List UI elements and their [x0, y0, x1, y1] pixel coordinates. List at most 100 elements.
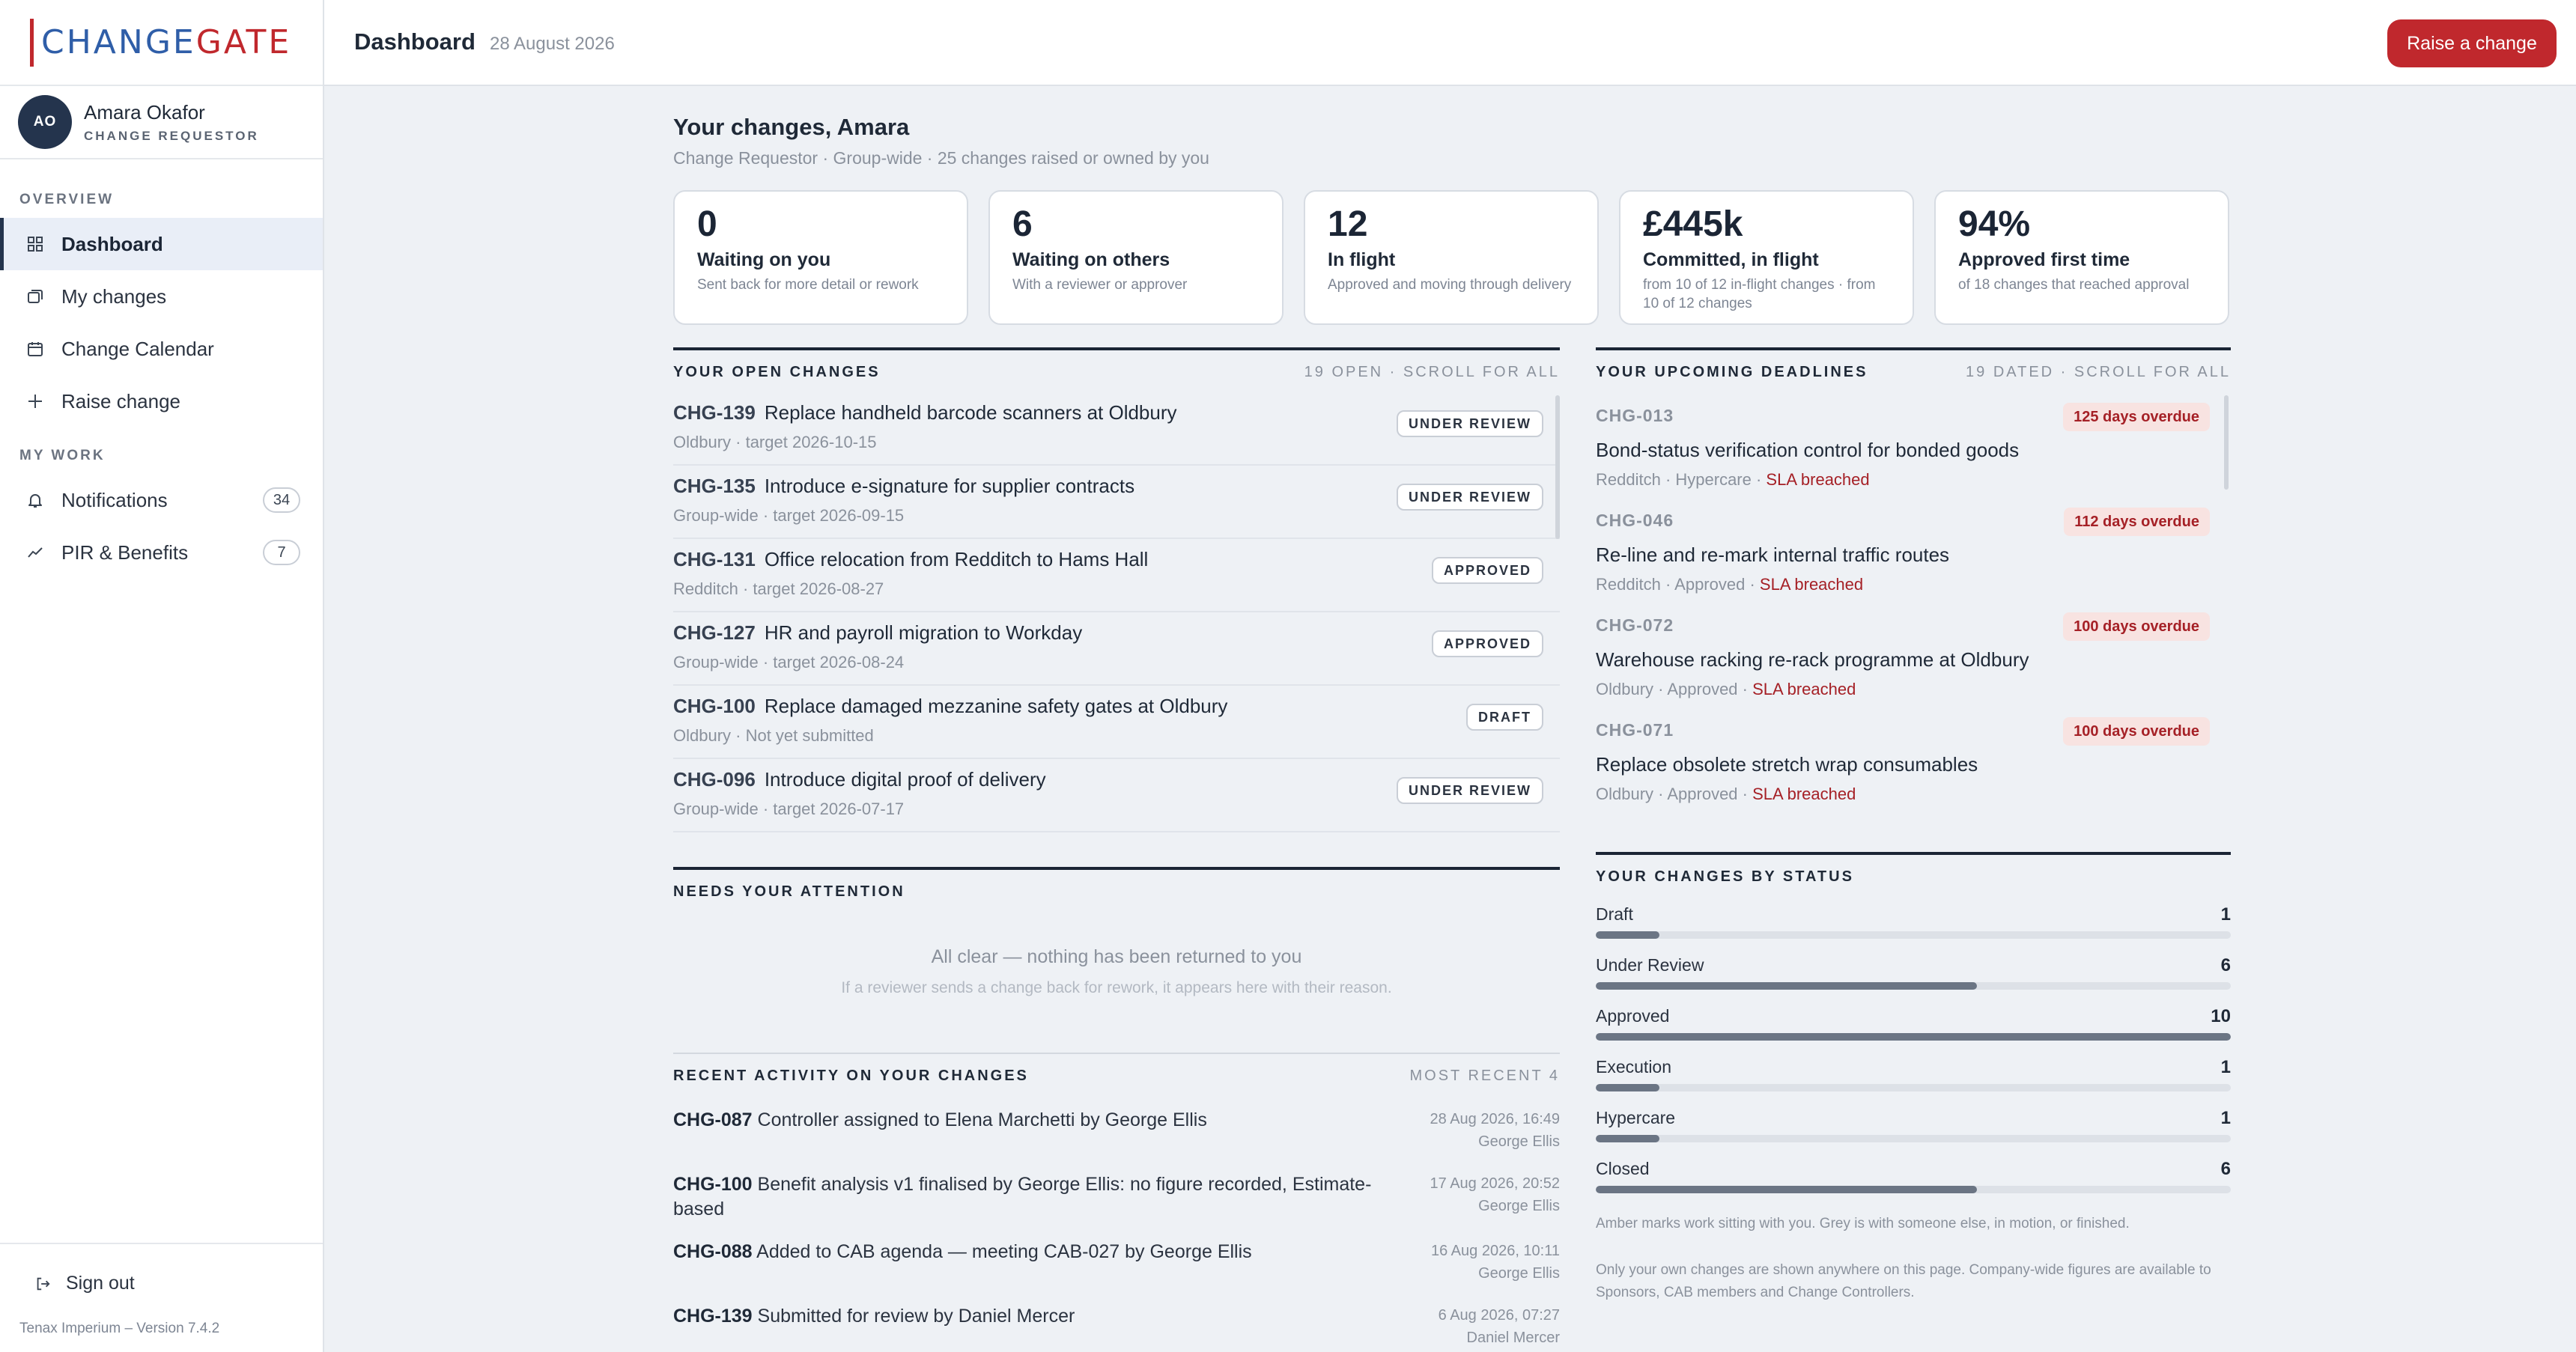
open-change-row[interactable]: CHG-135 Introduce e-signature for supplie… — [673, 466, 1560, 539]
open-change-row[interactable]: CHG-127 HR and payroll migration to Workd… — [673, 612, 1560, 686]
deadlines-divider — [1596, 347, 2231, 350]
change-meta: Group-wide · target 2026-09-15 — [673, 506, 905, 525]
deadline-meta-text: Redditch · Approved · — [1596, 575, 1760, 594]
kpi-label: Committed, in flight — [1643, 249, 1819, 270]
kpi-card-committed[interactable]: £445k Committed, in flight from 10 of 12… — [1619, 190, 1914, 325]
change-name: HR and payroll migration to Workday — [764, 621, 1083, 644]
activity-actor: George Ellis — [1478, 1265, 1560, 1282]
status-bar-track — [1596, 1084, 2231, 1091]
kpi-card-waiting-on-you[interactable]: 0 Waiting on you Sent back for more deta… — [673, 190, 968, 325]
change-title: CHG-127 HR and payroll migration to Workd… — [673, 621, 1082, 645]
nav-section-overview: OVERVIEW — [19, 192, 115, 207]
brand-logo[interactable]: CHANGEGATE — [0, 0, 323, 86]
pir-count-badge: 7 — [263, 540, 300, 565]
signout-button[interactable]: Sign out — [33, 1273, 135, 1294]
deadlines-scrollbar[interactable] — [2224, 395, 2229, 490]
sidebar-item-change-calendar[interactable]: Change Calendar — [0, 323, 323, 375]
open-changes-note: 19 OPEN · SCROLL FOR ALL — [1304, 364, 1560, 380]
deadline-item[interactable]: CHG-071 100 days overdue Replace obsolet… — [1596, 711, 2232, 816]
brand-part-1: CHANGE — [41, 23, 196, 61]
status-badge: UNDER REVIEW — [1396, 410, 1543, 437]
deadline-item[interactable]: CHG-072 100 days overdue Warehouse racki… — [1596, 606, 2232, 711]
status-row[interactable]: Draft 1 — [1596, 904, 2231, 955]
deadline-id: CHG-071 — [1596, 720, 1674, 740]
activity-change-id: CHG-088 — [673, 1241, 753, 1262]
change-id: CHG-096 — [673, 768, 756, 791]
status-badge: UNDER REVIEW — [1396, 484, 1543, 511]
change-title: CHG-100 Replace damaged mezzanine safety … — [673, 695, 1227, 718]
sidebar-item-label: My changes — [61, 284, 167, 308]
deadline-item[interactable]: CHG-013 125 days overdue Bond-status ver… — [1596, 397, 2232, 502]
status-count: 1 — [2220, 1057, 2231, 1077]
change-id: CHG-100 — [673, 695, 756, 717]
change-id: CHG-131 — [673, 548, 756, 570]
trend-icon — [25, 543, 45, 562]
attention-empty-subtitle: If a reviewer sends a change back for re… — [841, 979, 1392, 996]
status-bar-track — [1596, 931, 2231, 939]
kpi-value: 94% — [1958, 204, 2031, 244]
sidebar-item-pir-benefits[interactable]: PIR & Benefits 7 — [0, 526, 323, 579]
open-changes-divider — [673, 347, 1560, 350]
change-name: Introduce e-signature for supplier contr… — [764, 475, 1135, 497]
status-bar-fill — [1596, 1135, 1659, 1142]
deadline-meta: Redditch · Hypercare · SLA breached — [1596, 470, 1870, 490]
activity-timestamp: 28 Aug 2026, 16:49 George Ellis — [1430, 1108, 1561, 1153]
kpi-card-approved-first-time[interactable]: 94% Approved first time of 18 changes th… — [1934, 190, 2229, 325]
change-name: Replace damaged mezzanine safety gates a… — [764, 695, 1228, 717]
deadline-item[interactable]: CHG-046 112 days overdue Re-line and re-… — [1596, 502, 2232, 606]
status-label: Hypercare — [1596, 1108, 1676, 1127]
greeting-subtitle: Change Requestor · Group-wide · 25 chang… — [673, 148, 1209, 168]
sidebar-item-dashboard[interactable]: Dashboard — [0, 218, 323, 270]
raise-change-button[interactable]: Raise a change — [2387, 19, 2557, 67]
open-change-row[interactable]: CHG-131 Office relocation from Redditch t… — [673, 539, 1560, 612]
user-role: CHANGE REQUESTOR — [84, 128, 259, 143]
kpi-value: £445k — [1643, 204, 1743, 244]
sidebar-item-notifications[interactable]: Notifications 34 — [0, 474, 323, 526]
deadline-id: CHG-072 — [1596, 615, 1674, 635]
activity-actor: George Ellis — [1478, 1133, 1560, 1150]
kpi-description: Sent back for more detail or rework — [697, 276, 919, 293]
status-row[interactable]: Execution 1 — [1596, 1057, 2231, 1108]
status-bar-track — [1596, 1135, 2231, 1142]
kpi-label: In flight — [1328, 249, 1396, 270]
sla-breached-label: SLA breached — [1752, 785, 1856, 803]
grid-icon — [25, 234, 45, 254]
open-change-row[interactable]: CHG-100 Replace damaged mezzanine safety … — [673, 686, 1560, 759]
user-profile[interactable]: AO Amara Okafor CHANGE REQUESTOR — [0, 86, 323, 159]
kpi-description: from 10 of 12 in-flight changes · from 1… — [1643, 276, 1876, 312]
open-change-row[interactable]: CHG-139 Replace handheld barcode scanners… — [673, 392, 1560, 466]
status-row[interactable]: Closed 6 — [1596, 1159, 2231, 1210]
deadlines-note: 19 DATED · SCROLL FOR ALL — [1966, 364, 2231, 380]
change-meta: Group-wide · target 2026-08-24 — [673, 653, 905, 672]
signout-label: Sign out — [66, 1273, 135, 1294]
activity-date: 17 Aug 2026, 20:52 — [1430, 1175, 1561, 1192]
activity-change-id: CHG-139 — [673, 1306, 753, 1327]
activity-divider — [673, 1053, 1560, 1054]
sidebar: CHANGEGATE AO Amara Okafor CHANGE REQUES… — [0, 0, 324, 1352]
kpi-card-waiting-on-others[interactable]: 6 Waiting on others With a reviewer or a… — [988, 190, 1284, 325]
version-text: Tenax Imperium – Version 7.4.2 — [19, 1321, 220, 1336]
sidebar-item-my-changes[interactable]: My changes — [0, 270, 323, 323]
status-bar-fill — [1596, 1033, 2231, 1041]
overdue-badge: 100 days overdue — [2063, 717, 2210, 746]
kpi-card-in-flight[interactable]: 12 In flight Approved and moving through… — [1304, 190, 1599, 325]
kpi-label: Waiting on you — [697, 249, 831, 270]
change-id: CHG-135 — [673, 475, 756, 497]
status-bar-track — [1596, 1186, 2231, 1193]
status-row[interactable]: Under Review 6 — [1596, 955, 2231, 1006]
deadline-meta: Oldbury · Approved · SLA breached — [1596, 680, 1856, 699]
page-title: Dashboard — [354, 28, 476, 55]
status-count: 6 — [2220, 1159, 2231, 1179]
deadline-meta-text: Oldbury · Approved · — [1596, 680, 1753, 698]
overdue-badge: 125 days overdue — [2063, 403, 2210, 431]
sidebar-item-raise-change[interactable]: Raise change — [0, 375, 323, 427]
open-change-row[interactable]: CHG-096 Introduce digital proof of delive… — [673, 759, 1560, 832]
deadline-id: CHG-046 — [1596, 511, 1674, 530]
activity-date: 16 Aug 2026, 10:11 — [1430, 1243, 1560, 1259]
status-row[interactable]: Approved 10 — [1596, 1006, 2231, 1057]
open-changes-scrollbar[interactable] — [1555, 395, 1560, 539]
change-title: CHG-131 Office relocation from Redditch t… — [673, 548, 1148, 571]
status-row[interactable]: Hypercare 1 — [1596, 1108, 2231, 1159]
bell-icon — [25, 490, 45, 510]
kpi-label: Approved first time — [1958, 249, 2130, 270]
